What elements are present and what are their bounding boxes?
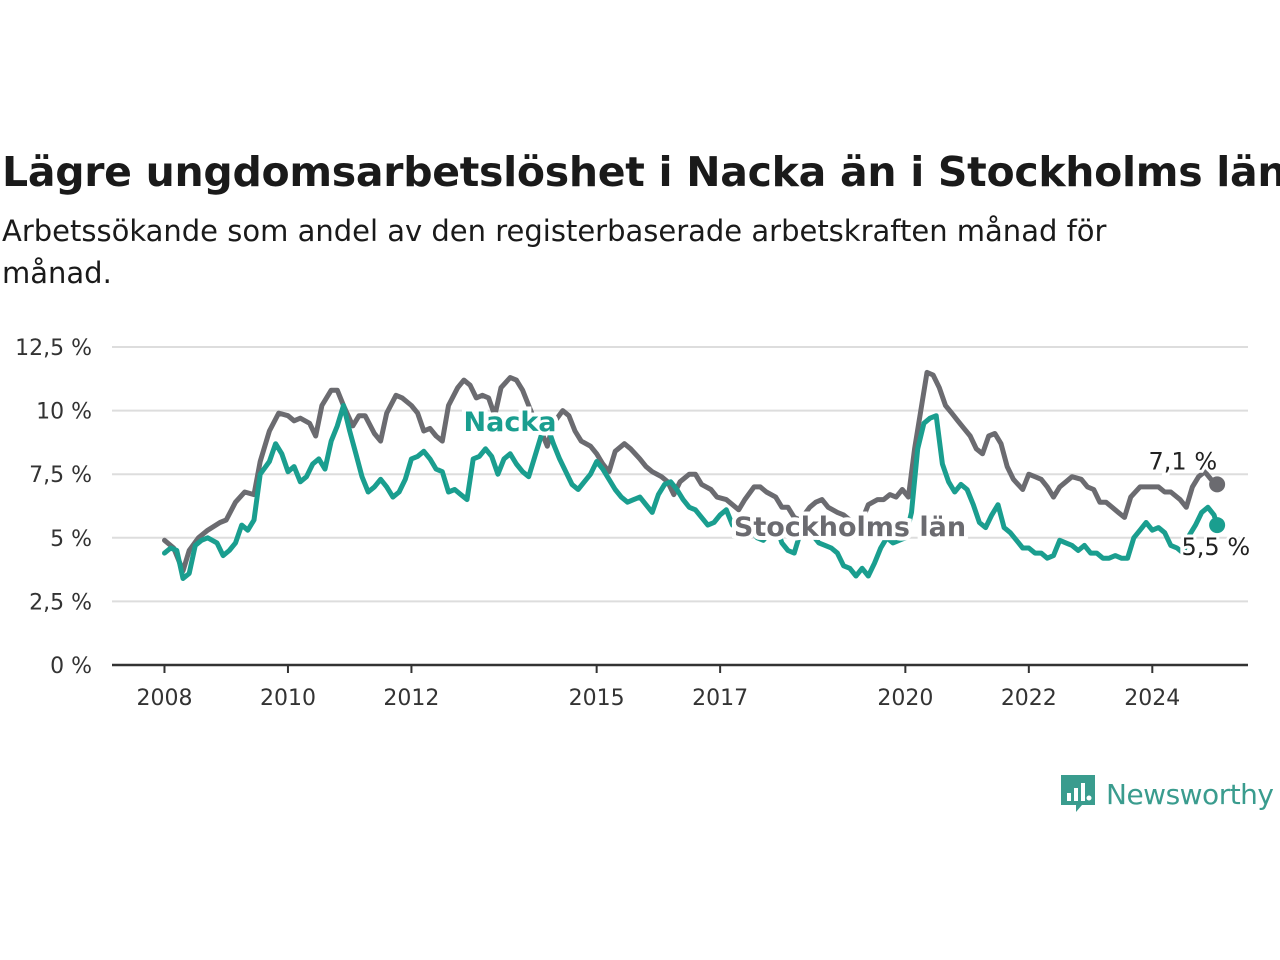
x-tick-label: 2022	[1001, 686, 1057, 711]
x-tick-label: 2008	[136, 686, 192, 711]
y-tick-label: 10 %	[36, 400, 92, 425]
y-tick-label: 0 %	[50, 654, 92, 679]
x-tick-label: 2017	[692, 686, 748, 711]
end-value-label-nacka: 5,5 %	[1182, 533, 1251, 561]
x-tick-label: 2024	[1124, 686, 1180, 711]
newsworthy-logo-icon	[1061, 775, 1095, 812]
y-tick-label: 2,5 %	[29, 590, 92, 615]
y-tick-label: 12,5 %	[15, 336, 92, 361]
brand-logo: Newsworthy	[1058, 772, 1274, 816]
series-label-nacka: Nacka	[464, 407, 557, 438]
x-tick-label: 2012	[383, 686, 439, 711]
end-value-label-stockholms-lan: 7,1 %	[1149, 447, 1218, 475]
x-tick-label: 2015	[569, 686, 625, 711]
series-line-nacka	[162, 403, 1220, 581]
y-tick-label: 7,5 %	[29, 463, 92, 488]
end-point-nacka	[1209, 517, 1226, 534]
x-tick-label: 2020	[877, 686, 933, 711]
chart-title: Lägre ungdomsarbetslöshet i Nacka än i S…	[2, 148, 1280, 196]
y-tick-label: 5 %	[50, 527, 92, 552]
end-point-stockholms-l-n	[1209, 476, 1226, 493]
chart-subtitle: Arbetssökande som andel av den registerb…	[2, 214, 1107, 290]
series-line-stockholms-l-n	[162, 369, 1220, 574]
series-label-stockholms-lan: Stockholms län	[734, 512, 966, 543]
x-tick-label: 2010	[260, 686, 316, 711]
brand-name: Newsworthy	[1106, 777, 1274, 811]
